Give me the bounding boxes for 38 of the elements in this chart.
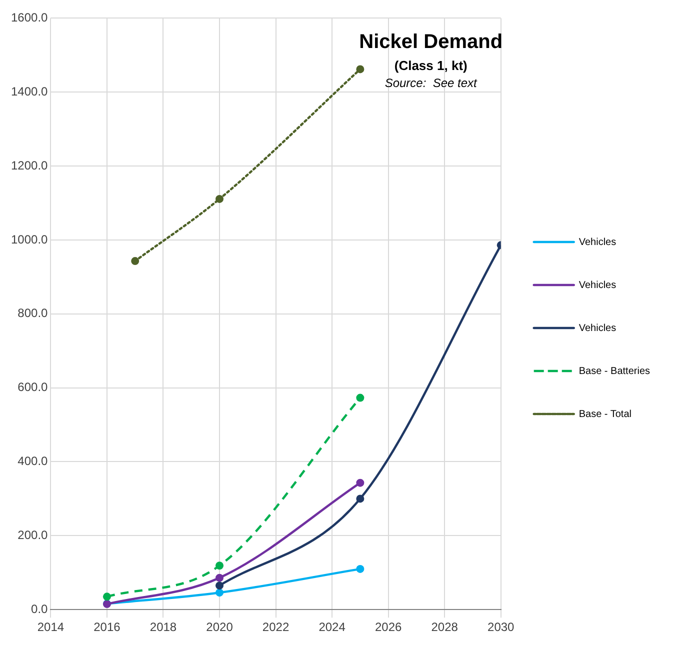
x-tick-label: 2014 xyxy=(37,620,64,634)
x-tick-label: 2024 xyxy=(318,620,346,634)
x-tick-label: 2022 xyxy=(262,620,290,634)
point xyxy=(216,574,224,582)
x-tick-label: 2016 xyxy=(94,620,121,634)
legend-label: Base - Batteries xyxy=(578,366,650,377)
y-tick-label: 1000.0 xyxy=(11,232,48,246)
x-tick-label: 2028 xyxy=(431,620,458,634)
point xyxy=(356,394,364,402)
y-tick-label: 400.0 xyxy=(18,454,48,468)
point xyxy=(216,194,224,203)
point xyxy=(131,257,140,266)
annotation: Source: See text xyxy=(384,76,478,90)
y-tick-label: 600.0 xyxy=(18,380,48,394)
point xyxy=(216,582,224,590)
legend-label: Vehicles xyxy=(578,280,616,291)
legend-label: Vehicles xyxy=(578,236,616,248)
y-tick-label: 0.0 xyxy=(31,602,48,616)
text: (Class 1, kt) xyxy=(394,58,468,74)
point xyxy=(356,564,364,573)
x-tick-label: 2018 xyxy=(150,620,177,634)
y-tick-label: 1600.0 xyxy=(11,10,48,25)
y-tick-label: 1400.0 xyxy=(11,84,48,98)
legend-label: Vehicles xyxy=(578,322,616,334)
x-tick-label: 2026 xyxy=(374,620,402,634)
point xyxy=(216,588,224,597)
text: Nickel Demand xyxy=(359,31,503,54)
x-tick-label: 2020 xyxy=(206,620,234,634)
point xyxy=(356,478,364,487)
x-tick-label: 2030 xyxy=(488,620,515,634)
point xyxy=(102,592,111,601)
y-tick-label: 1200.0 xyxy=(11,158,48,172)
point xyxy=(216,562,224,570)
y-tick-label: 200.0 xyxy=(18,528,48,542)
point xyxy=(356,494,364,503)
legend-label: Base - Total xyxy=(578,408,632,420)
y-tick-label: 800.0 xyxy=(18,306,48,320)
point xyxy=(356,65,364,74)
